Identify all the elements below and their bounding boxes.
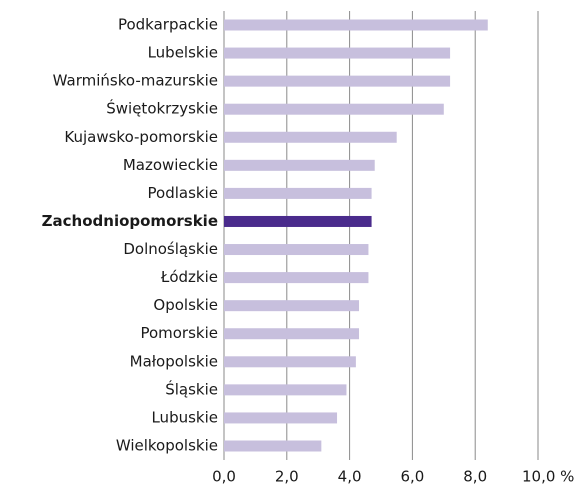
bar: [224, 159, 375, 171]
bar: [224, 384, 347, 396]
y-tick-label: Dolnośląskie: [123, 240, 218, 258]
bar: [224, 131, 397, 143]
x-tick-label: 10,0 %: [522, 468, 574, 486]
x-tick-label: 4,0: [338, 468, 362, 486]
x-tick-label: 0,0: [212, 468, 236, 486]
y-tick-label: Podlaskie: [148, 184, 218, 202]
y-tick-label: Podkarpackie: [118, 16, 218, 34]
y-tick-label: Małopolskie: [130, 352, 218, 370]
y-tick-label: Zachodniopomorskie: [42, 212, 218, 230]
x-tick-label: 2,0: [275, 468, 299, 486]
bar: [224, 356, 356, 368]
y-tick-label: Świętokrzyskie: [106, 99, 218, 118]
y-tick-label: Wielkopolskie: [116, 437, 218, 455]
y-tick-label: Lubelskie: [148, 44, 218, 62]
bar: [224, 328, 360, 340]
x-tick-label: 8,0: [463, 468, 487, 486]
bar: [224, 244, 369, 256]
bar: [224, 187, 372, 199]
y-tick-label: Warmińsko-mazurskie: [53, 72, 218, 90]
bar: [224, 19, 488, 31]
bar: [224, 300, 360, 312]
bar: [224, 103, 444, 115]
y-tick-label: Pomorskie: [140, 324, 218, 342]
bar: [224, 47, 451, 59]
bar: [224, 215, 372, 227]
bar: [224, 440, 322, 452]
y-tick-label: Śląskie: [165, 379, 218, 398]
bar: [224, 272, 369, 284]
bar: [224, 75, 451, 87]
bar: [224, 412, 338, 424]
y-tick-label: Łódzkie: [160, 268, 218, 286]
y-tick-label: Kujawsko-pomorskie: [64, 128, 218, 146]
y-tick-label: Opolskie: [153, 296, 218, 314]
y-tick-label: Mazowieckie: [123, 156, 218, 174]
y-tick-label: Lubuskie: [151, 408, 218, 426]
x-tick-label: 6,0: [400, 468, 424, 486]
